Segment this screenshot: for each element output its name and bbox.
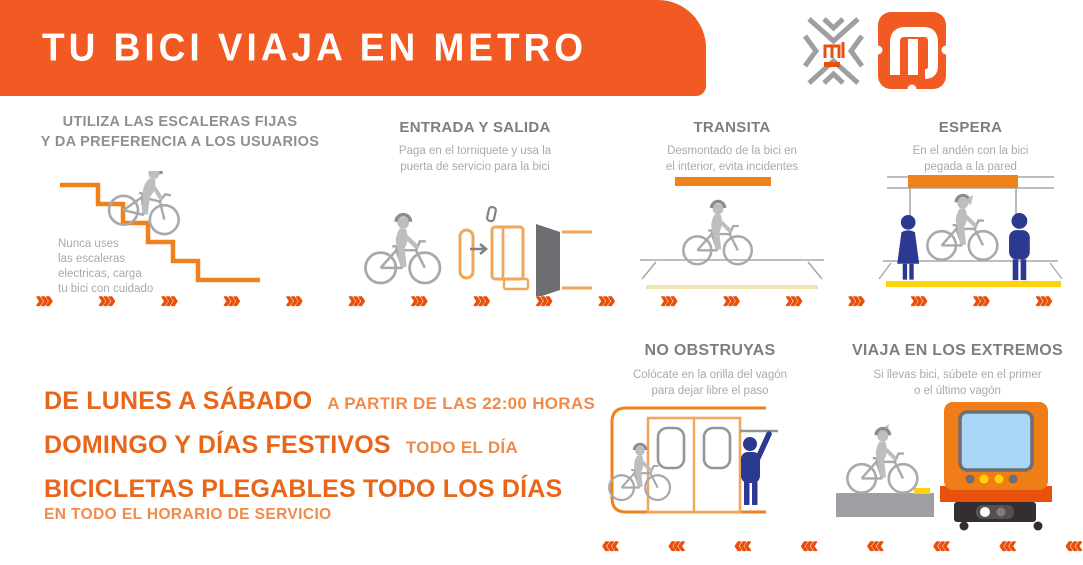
chevron-arrow-icon: ‹‹‹: [932, 532, 950, 557]
chevron-arrow-icon: ›››: [598, 287, 616, 312]
schedule-days: DE LUNES A SÁBADO: [44, 387, 313, 415]
section-escaleras: UTILIZA LAS ESCALERAS FIJAS Y DA PREFERE…: [30, 113, 330, 295]
chevron-arrow-icon: ›››: [285, 287, 303, 312]
chevron-arrow-icon: ‹‹‹: [800, 532, 818, 557]
chevron-arrow-icon: ‹‹‹: [866, 532, 884, 557]
section-transita: TRANSITA Desmontado de la bici en el int…: [618, 118, 846, 293]
chevron-arrow-icon: ›››: [348, 287, 366, 312]
section-subtitle: Desmontado de la bici en el interior, ev…: [665, 145, 799, 174]
stairs-caption: Nunca uses las escaleras electricas, car…: [58, 238, 154, 295]
schedule-days: BICICLETAS PLEGABLES TODO LOS DÍAS: [44, 475, 563, 503]
section-title: ESPERA: [938, 119, 1003, 136]
mi-glyph-icon: [823, 42, 845, 58]
section-title: TRANSITA: [693, 119, 771, 136]
cdmx-mi-logo: [802, 17, 865, 85]
chevron-arrow-icon: ›››: [847, 287, 865, 312]
schedule-block: DE LUNES A SÁBADO A PARTIR DE LAS 22:00 …: [44, 387, 604, 524]
header-banner: TU BICI VIAJA EN METRO: [0, 0, 706, 96]
chevron-arrow-icon: ‹‹‹: [999, 532, 1017, 557]
backward-arrows-row: ‹‹‹ ‹‹‹ ‹‹‹ ‹‹‹ ‹‹‹ ‹‹‹ ‹‹‹ ‹‹‹: [601, 532, 1083, 557]
chevron-arrow-icon: ›››: [660, 287, 678, 312]
section-espera: ESPERA En el andén con la bici pegada a …: [858, 118, 1083, 298]
chevron-arrow-icon: ›››: [535, 287, 553, 312]
chevron-arrow-icon: ›››: [160, 287, 178, 312]
section-subtitle: Colócate en la orilla del vagón para dej…: [632, 368, 788, 397]
schedule-hours: TODO EL DÍA: [405, 438, 519, 457]
section-title: VIAJA EN LOS EXTREMOS: [851, 342, 1064, 359]
section-title: ENTRADA Y SALIDA: [399, 119, 551, 136]
stairs-illustration: [60, 171, 260, 283]
ponytail: [964, 195, 973, 205]
section-subtitle: Paga en el torniquete y usa la puerta de…: [398, 145, 552, 174]
chevron-arrow-icon: ›››: [972, 287, 990, 312]
chevron-arrow-icon: ‹‹‹: [734, 532, 752, 557]
chevron-arrow-icon: ›››: [410, 287, 428, 312]
schedule-line: BICICLETAS PLEGABLES TODO LOS DÍAS: [44, 475, 604, 504]
chevron-arrow-icon: ›››: [473, 287, 491, 312]
chevron-arrow-icon: ›››: [98, 287, 116, 312]
section-title: NO OBSTRUYAS: [644, 342, 776, 359]
section-viaja-extremos: VIAJA EN LOS EXTREMOS Si llevas bici, sú…: [832, 340, 1083, 545]
section-title: UTILIZA LAS ESCALERAS FIJAS Y DA PREFERE…: [40, 114, 320, 150]
wagon-interior-illustration: [607, 406, 778, 514]
chevron-arrow-icon: ›››: [723, 287, 741, 312]
schedule-footer: EN TODO EL HORARIO DE SERVICIO: [44, 506, 332, 523]
platform-wait-illustration: [878, 175, 1063, 287]
chevron-arrow-icon: ›››: [910, 287, 928, 312]
section-subtitle: En el andén con la bici pegada a la pare…: [912, 145, 1029, 174]
metro-logo: [877, 12, 947, 90]
schedule-line: DOMINGO Y DÍAS FESTIVOS TODO EL DÍA: [44, 431, 604, 460]
chevron-arrow-icon: ›››: [1035, 287, 1053, 312]
corridor-illustration: [640, 177, 824, 289]
schedule-line: DE LUNES A SÁBADO A PARTIR DE LAS 22:00 …: [44, 387, 604, 416]
metro-m-icon: [890, 27, 938, 79]
section-subtitle: Si llevas bici, súbete en el primer o el…: [873, 368, 1042, 397]
chevron-arrow-icon: ›››: [785, 287, 803, 312]
page-title: TU BICI VIAJA EN METRO: [42, 26, 588, 69]
chevron-arrow-icon: ›››: [35, 287, 53, 312]
train-platform-illustration: [836, 402, 1052, 531]
chevron-arrow-icon: ‹‹‹: [1065, 532, 1083, 557]
schedule-days: DOMINGO Y DÍAS FESTIVOS: [44, 431, 391, 459]
turnstile-illustration: [352, 206, 592, 296]
section-entrada-salida: ENTRADA Y SALIDA Paga en el torniquete y…: [352, 118, 598, 296]
chevron-arrow-icon: ‹‹‹: [668, 532, 686, 557]
forward-arrows-row: ››› ››› ››› ››› ››› ››› ››› ››› ››› ››› ››› ››› ››› ›…: [35, 287, 1053, 312]
section-no-obstruyas: NO OBSTRUYAS Colócate en la orilla del v…: [594, 340, 826, 540]
schedule-hours: A PARTIR DE LAS 22:00 HORAS: [327, 394, 596, 413]
chevron-arrow-icon: ‹‹‹: [601, 532, 619, 557]
chevron-arrow-icon: ›››: [223, 287, 241, 312]
